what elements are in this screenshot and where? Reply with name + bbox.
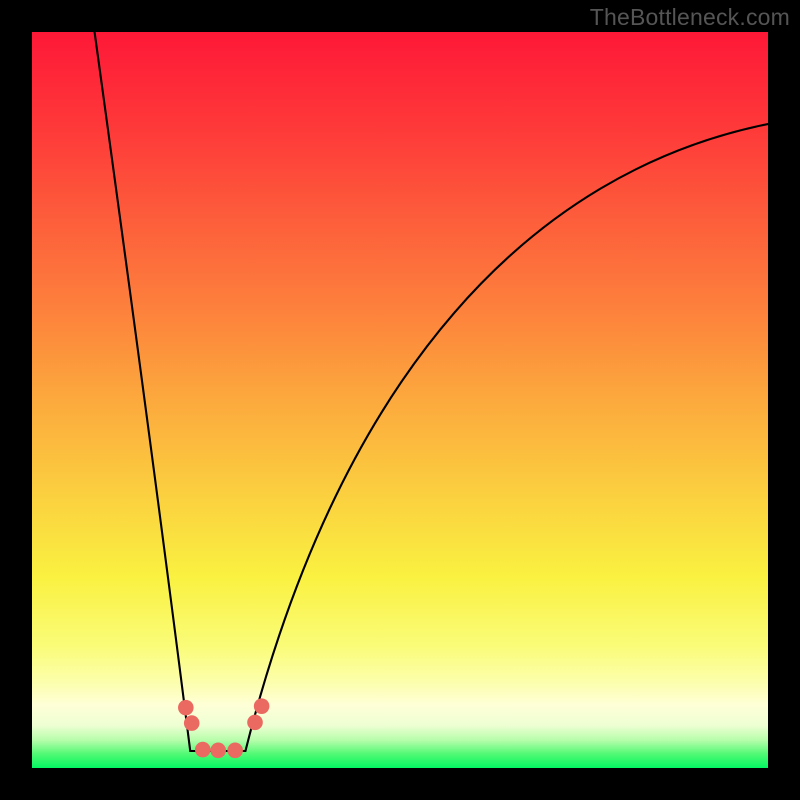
- data-marker: [178, 700, 194, 716]
- watermark-text: TheBottleneck.com: [590, 4, 790, 31]
- gradient-background: [32, 32, 768, 768]
- figure-container: TheBottleneck.com: [0, 0, 800, 800]
- data-marker: [210, 743, 226, 759]
- data-marker: [227, 743, 243, 759]
- data-marker: [184, 715, 200, 731]
- data-marker: [247, 715, 263, 731]
- data-marker: [254, 698, 270, 714]
- plot-area: [32, 32, 768, 768]
- data-marker: [195, 742, 211, 758]
- bottleneck-chart: [0, 0, 800, 800]
